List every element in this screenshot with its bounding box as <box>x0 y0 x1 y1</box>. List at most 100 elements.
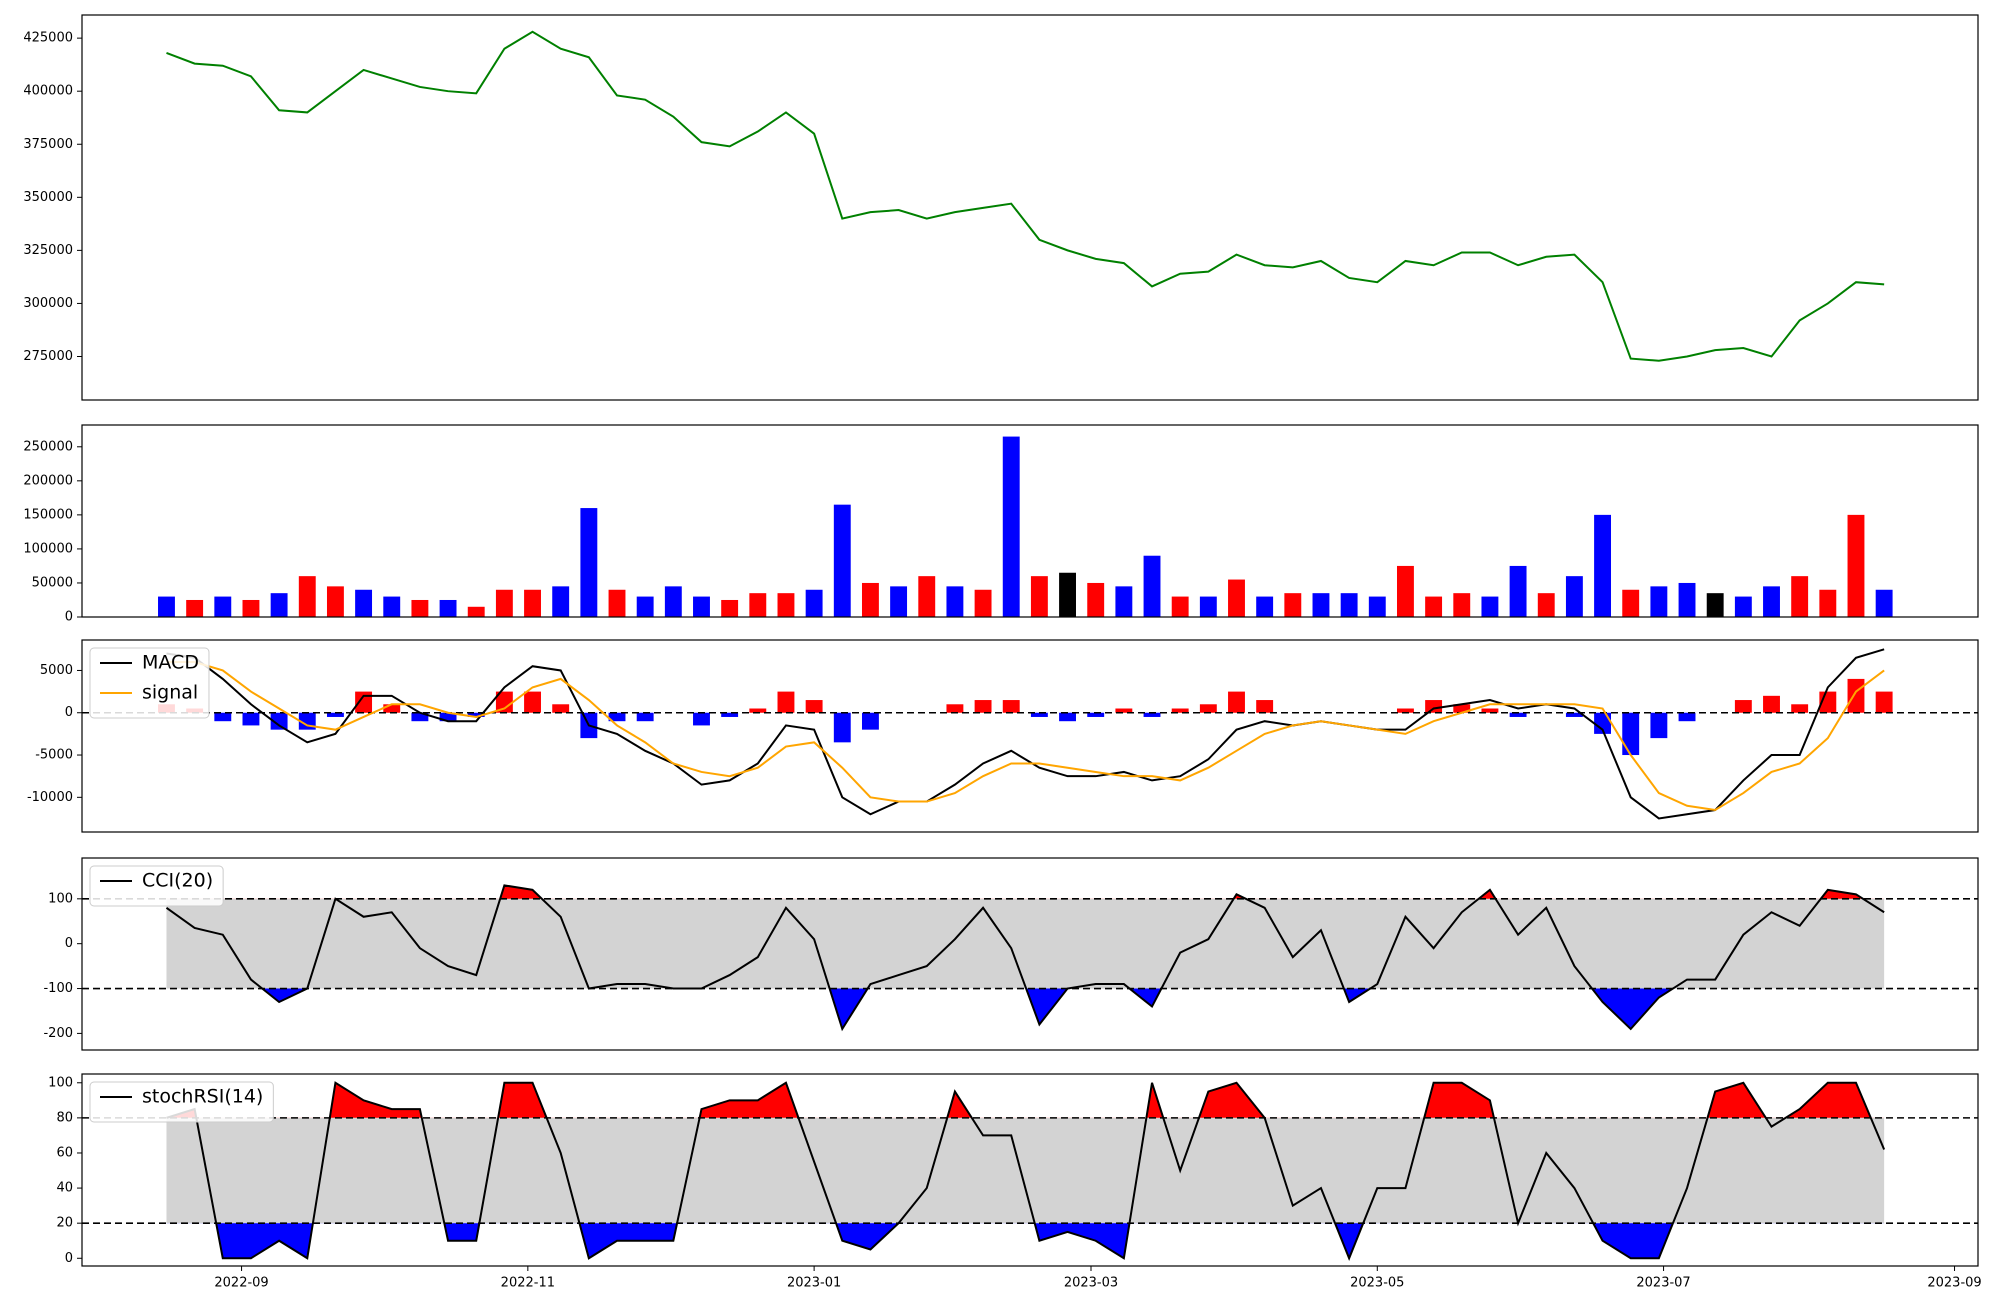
volume-bar <box>1425 596 1443 617</box>
y-tick-label: 425000 <box>23 31 73 46</box>
y-tick-label: 275000 <box>23 349 73 364</box>
y-tick-label: -10000 <box>27 790 73 805</box>
volume-bar <box>298 576 316 617</box>
axes-frame <box>81 424 1979 618</box>
volume-bar <box>1340 593 1358 617</box>
volume-bar <box>580 508 598 617</box>
volume-bar <box>1143 555 1161 617</box>
histogram-bar <box>214 712 232 722</box>
volume-bar <box>777 593 795 617</box>
histogram-bar <box>383 704 401 713</box>
volume-bar <box>355 589 373 617</box>
volume-bar <box>861 582 879 617</box>
histogram-bar <box>805 700 823 713</box>
volume-bar <box>186 599 204 617</box>
x-tick-label: 2023-09 <box>1927 1276 1981 1291</box>
overbought-fill <box>166 885 1885 899</box>
histogram-bar <box>1847 678 1865 713</box>
legend: stochRSI(14) <box>89 1081 274 1123</box>
y-tick-label: 5000 <box>40 663 73 678</box>
volume-bar <box>552 586 570 617</box>
volume-bar <box>1284 593 1302 617</box>
volume-bar <box>1453 593 1471 617</box>
y-tick-label: 50000 <box>32 575 73 590</box>
series-line <box>165 884 1885 1032</box>
histogram-bar <box>946 704 964 713</box>
histogram-bar <box>1453 704 1471 713</box>
histogram-bar <box>524 691 541 713</box>
x-tick-label: 2023-03 <box>1064 1276 1118 1291</box>
y-tick-label: 40 <box>56 1181 73 1196</box>
histogram-bar <box>270 712 288 730</box>
volume-bar <box>1087 582 1105 617</box>
legend-label: stochRSI(14) <box>142 1086 263 1108</box>
volume-bar <box>636 596 654 617</box>
volume-bar <box>158 596 175 617</box>
histogram-bar <box>608 712 626 722</box>
histogram-bar <box>1791 704 1809 713</box>
overbought-fill <box>166 1082 1871 1118</box>
volume-bar <box>524 589 541 617</box>
histogram-bar <box>1396 708 1414 713</box>
y-tick-label: 80 <box>56 1110 73 1125</box>
volume-bar <box>270 593 288 617</box>
volume-bar <box>1622 589 1640 617</box>
volume-bar <box>1228 579 1245 617</box>
series-line <box>166 660 1885 812</box>
histogram-bar <box>777 691 795 713</box>
y-tick-label: 0 <box>65 610 73 625</box>
histogram-bar <box>411 712 429 722</box>
volume-bar <box>833 504 851 617</box>
histogram-bar <box>1565 712 1583 717</box>
panel <box>82 1081 1978 1261</box>
x-tick-label: 2022-11 <box>501 1276 555 1291</box>
histogram-bar <box>721 712 739 717</box>
legend-label: MACD <box>142 652 199 674</box>
volume-bar <box>1002 436 1020 617</box>
volume-bar <box>749 593 767 617</box>
price-line <box>166 30 1885 362</box>
volume-bar <box>1368 596 1386 617</box>
y-tick-label: 200000 <box>23 473 73 488</box>
histogram-bar <box>1622 712 1640 756</box>
volume-bar <box>1650 586 1668 617</box>
histogram-bar <box>1256 700 1274 713</box>
x-tick-label: 2022-09 <box>214 1276 268 1291</box>
volume-bar <box>383 596 401 617</box>
histogram-bar <box>1875 691 1893 713</box>
volume-bar <box>326 586 344 617</box>
y-tick-label: 375000 <box>23 137 73 152</box>
x-tick-label: 2023-01 <box>787 1276 841 1291</box>
legend-label: signal <box>142 682 198 704</box>
histogram-bar <box>1763 695 1780 713</box>
x-tick-label: 2023-07 <box>1636 1276 1690 1291</box>
axes-frame <box>81 639 1979 833</box>
axes-frame <box>81 1073 1979 1267</box>
volume-bar <box>214 596 232 617</box>
volume-bar <box>946 586 964 617</box>
volume-bar <box>1030 576 1048 617</box>
panel <box>82 884 1978 1032</box>
volume-bar <box>1537 593 1555 617</box>
histogram-bar <box>1481 708 1499 713</box>
histogram-bar <box>749 708 767 713</box>
y-tick-label: 20 <box>56 1216 73 1231</box>
histogram-bar <box>861 712 879 730</box>
legend-box <box>89 865 224 907</box>
y-tick-label: 60 <box>56 1145 73 1160</box>
legend: MACD signal <box>89 647 210 719</box>
volume-bar <box>1678 582 1696 617</box>
volume-bar <box>1481 596 1499 617</box>
y-tick-label: -200 <box>43 1026 73 1041</box>
histogram-bar <box>495 691 513 713</box>
histogram-bar <box>1734 700 1752 713</box>
volume-bar <box>1819 589 1837 617</box>
axes-frame <box>81 857 1979 1051</box>
histogram-bar <box>1425 700 1443 713</box>
volume-bar <box>1594 514 1612 617</box>
volume-bar <box>1875 589 1893 617</box>
histogram-bar <box>326 712 344 717</box>
volume-bar <box>974 589 992 617</box>
volume-bar <box>1256 596 1274 617</box>
